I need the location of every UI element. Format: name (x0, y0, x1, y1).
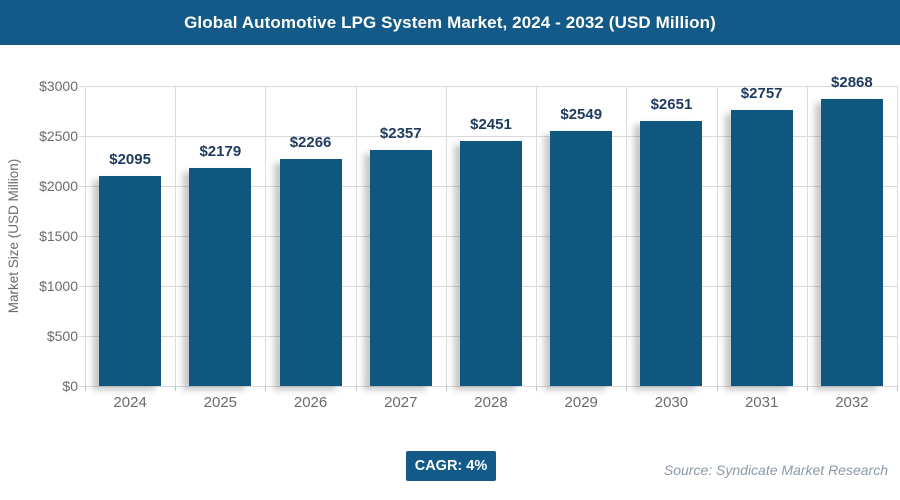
bar (279, 159, 342, 386)
x-axis-label: 2030 (654, 394, 689, 411)
x-axis-label: 2028 (474, 394, 508, 411)
y-axis-tick-label: $1500 (39, 228, 78, 244)
chart-title: Global Automotive LPG System Market, 202… (184, 12, 716, 32)
bar (459, 141, 522, 386)
x-axis-tick (897, 386, 898, 391)
chart-header: Global Automotive LPG System Market, 202… (0, 0, 900, 45)
bar-slot: $2266 (265, 86, 355, 386)
x-axis-tick (355, 386, 357, 391)
bar-value-label: $2357 (379, 125, 422, 142)
y-axis-labels: $0 $500 $1000 $1500 $2000 $2500 $3000 (0, 78, 78, 394)
gridline (79, 386, 897, 387)
x-axis-label: 2029 (564, 394, 598, 411)
y-axis-tick-label: $0 (62, 378, 78, 394)
y-axis-tick-label: $500 (46, 328, 78, 344)
x-axis-label: 2024 (113, 394, 147, 411)
bar-value-label: $2179 (199, 143, 242, 160)
vertical-gridline (445, 86, 447, 386)
x-axis-tick (626, 386, 628, 391)
bar-value-label: $2868 (831, 74, 873, 91)
y-axis-tick-label: $3000 (39, 78, 78, 94)
x-axis-tick (265, 386, 267, 391)
bar (550, 131, 613, 386)
bar-value-label: $2651 (650, 96, 693, 113)
vertical-gridline (536, 86, 538, 386)
x-axis-tick (716, 386, 718, 391)
gridline (79, 136, 897, 137)
bar-slot: $2357 (356, 86, 446, 386)
y-axis-tick-label: $1000 (39, 278, 78, 294)
plot-area: $2095 $2179 $2266 $2357 $2451 $2549 $2651 $2757… (79, 74, 898, 391)
vertical-gridline (716, 86, 718, 386)
x-axis-tick (445, 386, 447, 391)
bar-slot: $2868 (807, 74, 897, 386)
x-axis-tick (536, 386, 538, 391)
bar-value-label: $2451 (470, 116, 512, 133)
x-axis-label: 2026 (293, 394, 328, 411)
x-axis-tick (806, 386, 808, 391)
vertical-gridline (265, 86, 267, 386)
x-axis-tick (85, 386, 86, 391)
vertical-gridline (626, 86, 628, 386)
bar-slot: $2451 (446, 86, 536, 386)
x-axis-label: 2032 (835, 394, 869, 411)
bar (99, 176, 162, 386)
x-axis-tick (175, 386, 177, 391)
bar-slot: $2757 (717, 85, 807, 386)
vertical-gridline (355, 86, 357, 386)
bar-value-label: $2266 (289, 134, 332, 151)
bar (640, 121, 703, 386)
bar-value-label: $2757 (740, 85, 783, 102)
bar-value-label: $2549 (560, 106, 603, 123)
bar (189, 168, 252, 386)
vertical-gridline (806, 86, 808, 386)
vertical-gridline (85, 86, 86, 386)
vertical-gridline (175, 86, 177, 386)
bar-slot: $2179 (175, 86, 265, 386)
x-axis-label: 2025 (203, 394, 238, 411)
bar-value-label: $2095 (109, 151, 151, 168)
bar (369, 150, 432, 386)
bar (820, 99, 883, 386)
bar-slot: $2095 (85, 86, 175, 386)
cagr-badge: CAGR: 4% (406, 451, 496, 481)
x-axis-label: 2031 (744, 394, 779, 411)
gridline (79, 86, 897, 87)
x-axis-label: 2027 (384, 394, 418, 411)
bar-slot: $2549 (536, 86, 626, 386)
bar (730, 110, 793, 386)
vertical-gridline (897, 86, 898, 386)
x-axis-labels: 2024 2025 2026 2027 2028 2029 2030 2031 2032 (85, 394, 897, 416)
y-axis-tick-label: $2000 (39, 178, 78, 194)
bar-slot: $2651 (626, 86, 716, 386)
y-axis-tick-label: $2500 (39, 128, 78, 144)
source-note: Source: Syndicate Market Research (663, 462, 888, 478)
